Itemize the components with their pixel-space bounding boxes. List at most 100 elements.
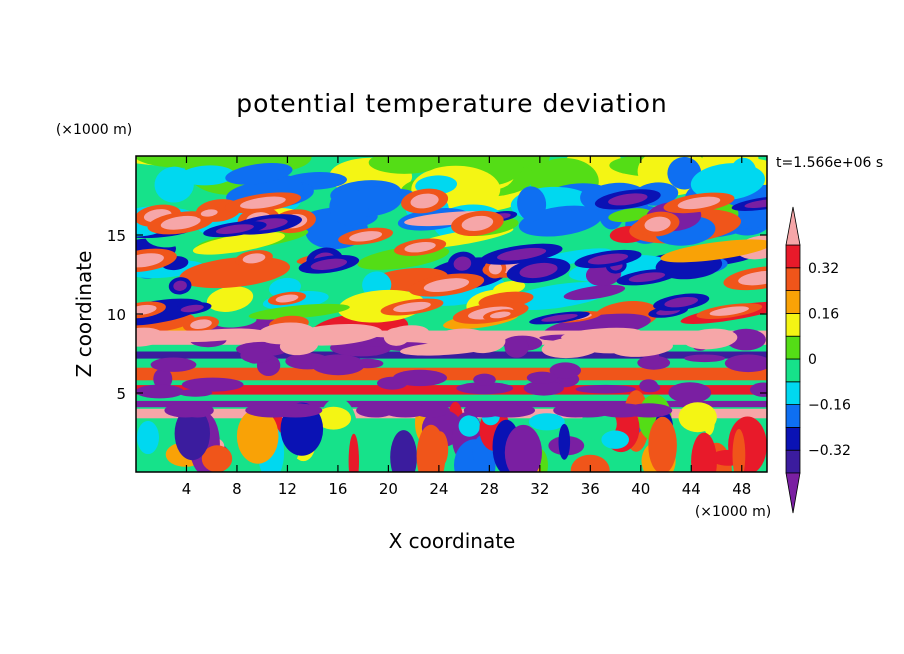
- x-tick-label: 24: [429, 480, 448, 498]
- contour-blob: [215, 224, 254, 234]
- colorbar-box: [785, 290, 801, 314]
- contour-blob: [668, 382, 712, 404]
- field-blobs: [136, 156, 767, 472]
- contour-blob: [180, 165, 235, 186]
- contour-blob: [463, 403, 504, 418]
- x-unit-label: (×1000 m): [695, 504, 771, 520]
- contour-blob: [732, 429, 746, 472]
- contour-blob: [595, 403, 648, 418]
- contour-blob: [473, 373, 496, 386]
- contour-blob: [575, 384, 636, 394]
- contour-blob: [236, 408, 279, 464]
- colorbar: −0.32 −0.16 0 0.16 0.32: [785, 206, 851, 514]
- contour-blob: [724, 354, 767, 373]
- contour-blob: [730, 157, 757, 187]
- colorbar-box: [785, 335, 801, 360]
- contour-blob: [310, 258, 348, 270]
- contour-blob: [136, 327, 165, 347]
- contour-blob: [488, 262, 502, 275]
- contour-blob: [561, 327, 642, 342]
- contour-blob: [410, 193, 439, 209]
- x-tick-label: 12: [278, 480, 297, 498]
- contour-blob: [628, 272, 666, 283]
- x-axis: 4 8 12 16 20 24 28 32 36 40 44 48: [182, 156, 751, 498]
- z-axis: 5 10 15: [107, 227, 767, 403]
- contour-blob: [240, 347, 273, 364]
- contour-blob: [489, 311, 511, 319]
- contour-blob: [549, 362, 581, 379]
- contour-blob: [348, 433, 359, 472]
- x-tick-label: 8: [232, 480, 242, 498]
- colorbar-box: [785, 358, 801, 383]
- contour-blob: [684, 354, 726, 363]
- contour-blob: [504, 424, 542, 472]
- contour-blob: [608, 193, 648, 206]
- contour-blob: [136, 253, 164, 268]
- contour-blob: [383, 327, 410, 346]
- colorbar-tick-label: 0: [808, 352, 817, 368]
- x-tick-label: 28: [480, 480, 499, 498]
- z-tick-label: 5: [116, 385, 126, 403]
- contour-blob: [404, 241, 436, 253]
- x-tick-label: 32: [530, 480, 549, 498]
- contour-blob: [495, 403, 522, 418]
- z-tick-label: 15: [107, 227, 126, 245]
- contour-blob: [225, 162, 293, 185]
- contour-blob: [517, 186, 547, 222]
- contour-blob: [678, 402, 717, 433]
- contour-blob: [173, 280, 187, 291]
- contour-blob: [677, 196, 721, 210]
- contour-blob: [738, 270, 767, 286]
- x-tick-label: 40: [631, 480, 650, 498]
- contour-blob: [570, 454, 610, 472]
- contour-blob: [136, 304, 157, 315]
- colorbar-tick-label: 0.16: [808, 306, 839, 322]
- contour-blob: [709, 306, 750, 316]
- x-tick-label: 44: [682, 480, 701, 498]
- contour-blob: [639, 379, 658, 393]
- contour-blob: [541, 337, 601, 359]
- contour-blob: [504, 336, 529, 358]
- contour-blob: [166, 328, 264, 343]
- contour-blob: [164, 403, 207, 418]
- contour-blob: [242, 253, 266, 264]
- contour-blob: [180, 304, 204, 313]
- colorbar-box: [785, 404, 801, 428]
- contour-blob: [214, 314, 257, 328]
- colorbar-tick-label: −0.16: [808, 398, 851, 414]
- x-axis-label: X coordinate: [389, 529, 516, 553]
- contour-blob: [558, 423, 571, 460]
- contour-blob: [192, 231, 285, 255]
- contour-blob: [181, 377, 244, 392]
- contour-blob: [329, 188, 369, 226]
- x-tick-label: 48: [732, 480, 751, 498]
- contour-blob: [382, 403, 429, 418]
- contour-blob: [453, 256, 472, 271]
- contour-blob: [315, 406, 352, 430]
- time-label: t=1.566e+06 s: [776, 155, 883, 171]
- contour-blob: [660, 239, 767, 263]
- colorbar-extend-min: [785, 472, 801, 514]
- contour-blob: [349, 231, 383, 242]
- z-unit-label: (×1000 m): [56, 122, 132, 138]
- contour-blob: [393, 301, 431, 313]
- colorbar-box: [785, 312, 801, 337]
- contour-blob: [744, 199, 767, 208]
- contour-blob: [137, 420, 159, 455]
- stratified-band: [136, 385, 767, 395]
- colorbar-box: [785, 426, 801, 451]
- contour-blob: [174, 406, 210, 461]
- contour-blob: [368, 156, 440, 174]
- contour-blob: [683, 328, 738, 350]
- contour-blob: [456, 382, 514, 395]
- colorbar-box: [785, 449, 801, 474]
- contour-blob: [648, 416, 677, 472]
- colorbar-tick-label: 0.32: [808, 261, 839, 277]
- contour-blob: [644, 216, 671, 232]
- contour-blob: [393, 369, 447, 387]
- colorbar-box: [785, 267, 801, 291]
- contour-blob: [153, 368, 173, 390]
- stratified-band: [136, 351, 767, 359]
- contour-blob: [523, 380, 564, 396]
- colorbar-box: [785, 381, 801, 405]
